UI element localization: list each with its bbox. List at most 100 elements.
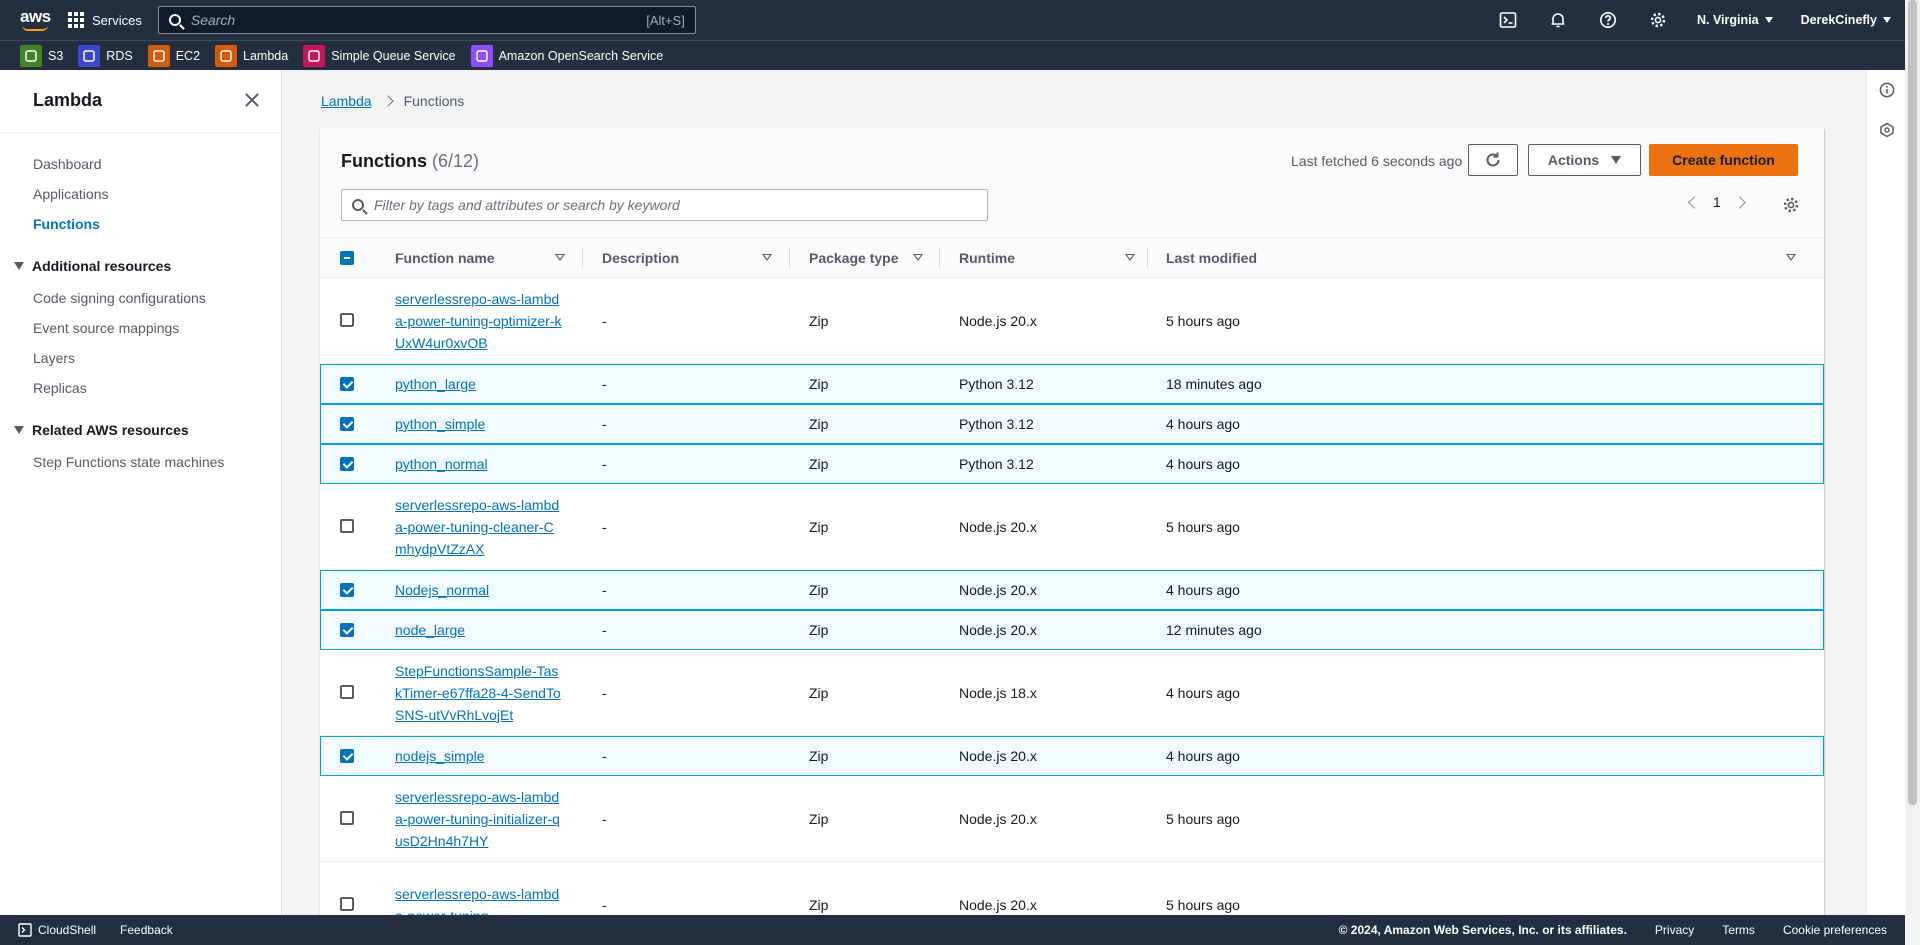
close-icon[interactable] [244, 92, 260, 108]
row-checkbox[interactable] [340, 377, 354, 391]
cloudshell-footer-button[interactable]: CloudShell [18, 923, 96, 937]
actions-dropdown-button[interactable]: Actions [1528, 144, 1641, 176]
filter-search[interactable] [341, 189, 988, 221]
table-preferences-icon[interactable] [1782, 196, 1800, 214]
privacy-link[interactable]: Privacy [1654, 923, 1695, 937]
favorite-s3[interactable]: S3 [20, 44, 63, 67]
sidenav-section-additional-resources[interactable]: Additional resources [14, 258, 171, 274]
sidenav-item-event-source-mappings[interactable]: Event source mappings [33, 320, 180, 336]
table-row[interactable]: StepFunctionsSample-TaskTimer-e67ffa28-4… [320, 650, 1824, 736]
row-checkbox[interactable] [340, 811, 354, 825]
sidenav-item-code-signing[interactable]: Code signing configurations [33, 290, 206, 306]
row-checkbox[interactable] [340, 313, 354, 327]
row-checkbox[interactable] [340, 417, 354, 431]
function-name-link[interactable]: node_large [395, 622, 466, 638]
row-checkbox[interactable] [340, 897, 354, 911]
row-checkbox[interactable] [340, 583, 354, 597]
sidenav-item-functions[interactable]: Functions [33, 216, 100, 232]
favorite-ec2[interactable]: EC2 [147, 44, 201, 67]
table-row[interactable]: serverlessrepo-aws-lambda-power-tuning- -… [320, 862, 1824, 915]
services-menu-button[interactable]: Services [68, 12, 142, 28]
column-header-package-type[interactable]: Package type [809, 238, 923, 278]
cookie-preferences-link[interactable]: Cookie preferences [1782, 923, 1887, 937]
help-button[interactable] [1583, 0, 1633, 40]
caret-down-icon [14, 426, 24, 434]
chevron-left-icon[interactable] [1688, 195, 1701, 209]
favorite-label: EC2 [175, 48, 201, 63]
runtime-cell: Node.js 20.x [959, 810, 1037, 827]
header-label: Function name [395, 250, 495, 266]
sort-icon [1125, 254, 1135, 261]
settings-button[interactable] [1633, 0, 1683, 40]
sidenav-item-dashboard[interactable]: Dashboard [33, 156, 102, 172]
scrollbar-thumb[interactable] [1908, 0, 1917, 805]
global-search[interactable]: [Alt+S] [157, 6, 696, 34]
favorite-amazon-opensearch-service[interactable]: Amazon OpenSearch Service [470, 44, 663, 67]
info-panel-button[interactable] [1867, 70, 1906, 110]
sidenav-item-applications[interactable]: Applications [33, 186, 109, 202]
package-type-cell: Zip [809, 622, 829, 638]
row-checkbox[interactable] [340, 457, 354, 471]
terms-link[interactable]: Terms [1722, 923, 1755, 937]
function-name-link[interactable]: StepFunctionsSample-TaskTimer-e67ffa28-4… [395, 662, 561, 723]
notifications-button[interactable] [1533, 0, 1583, 40]
column-header-runtime[interactable]: Runtime [959, 238, 1135, 278]
function-name-link[interactable]: serverlessrepo-aws-lambda-power-tuning-o… [395, 290, 562, 351]
table-row[interactable]: nodejs_simple - Zip Node.js 20.x 4 hours ago [320, 736, 1824, 776]
function-name-link[interactable]: python_simple [395, 416, 486, 432]
table-row[interactable]: serverlessrepo-aws-lambda-power-tuning-i… [320, 776, 1824, 862]
runtime-cell: Node.js 20.x [959, 622, 1037, 638]
pagination: 1 [1688, 194, 1746, 210]
panel-title: Functions (6/12) [341, 151, 479, 172]
column-header-last-modified[interactable]: Last modified [1166, 238, 1796, 278]
function-name-link[interactable]: Nodejs_normal [395, 582, 490, 598]
region-selector[interactable]: N. Virginia [1683, 13, 1787, 27]
chevron-right-icon[interactable] [1732, 195, 1746, 209]
feedback-link[interactable]: Feedback [120, 923, 173, 937]
row-checkbox[interactable] [340, 519, 354, 533]
page-number[interactable]: 1 [1713, 194, 1721, 210]
sidenav-section-related-resources[interactable]: Related AWS resources [14, 422, 189, 438]
terminal-icon [18, 923, 32, 937]
refresh-button[interactable] [1468, 144, 1518, 176]
breadcrumb-lambda-link[interactable]: Lambda [321, 93, 372, 109]
column-header-description[interactable]: Description [602, 238, 772, 278]
favorite-lambda[interactable]: Lambda [215, 44, 288, 67]
function-name-link[interactable]: python_large [395, 376, 476, 392]
resource-panel-button[interactable] [1867, 110, 1906, 150]
table-row[interactable]: Nodejs_normal - Zip Node.js 20.x 4 hours ago [320, 570, 1824, 610]
sidenav-item-layers[interactable]: Layers [33, 350, 76, 366]
sidenav-item-replicas[interactable]: Replicas [33, 380, 87, 396]
account-menu[interactable]: DerekCinefly [1787, 13, 1905, 27]
description-cell: - [602, 748, 607, 764]
create-function-button[interactable]: Create function [1649, 144, 1798, 176]
sidenav-item-step-functions[interactable]: Step Functions state machines [33, 454, 225, 470]
favorite-rds[interactable]: RDS [78, 44, 133, 67]
aws-logo[interactable]: aws [18, 5, 52, 35]
favorite-simple-queue-service[interactable]: Simple Queue Service [303, 44, 456, 67]
section-label: Related AWS resources [32, 422, 189, 438]
function-name-link[interactable]: serverlessrepo-aws-lambda-power-tuning- [395, 885, 560, 916]
terminal-icon [1499, 12, 1517, 28]
row-checkbox[interactable] [340, 749, 354, 763]
table-row[interactable]: python_normal - Zip Python 3.12 4 hours ago [320, 444, 1824, 484]
column-header-function-name[interactable]: Function name [395, 238, 565, 278]
global-search-input[interactable] [190, 12, 647, 28]
table-row[interactable]: node_large - Zip Node.js 20.x 12 minutes ago [320, 610, 1824, 650]
runtime-cell: Node.js 20.x [959, 582, 1037, 598]
function-name-link[interactable]: python_normal [395, 456, 488, 472]
cloudshell-nav-button[interactable] [1483, 0, 1533, 40]
table-row[interactable]: serverlessrepo-aws-lambda-power-tuning-o… [320, 278, 1824, 364]
function-name-link[interactable]: serverlessrepo-aws-lambda-power-tuning-i… [395, 788, 560, 849]
table-row[interactable]: python_large - Zip Python 3.12 18 minutes ag… [320, 364, 1824, 404]
row-checkbox[interactable] [340, 685, 354, 699]
select-all-checkbox[interactable] [340, 251, 354, 265]
sort-icon [555, 254, 565, 261]
row-checkbox[interactable] [340, 623, 354, 637]
function-name-link[interactable]: serverlessrepo-aws-lambda-power-tuning-c… [395, 496, 560, 557]
table-row[interactable]: python_simple - Zip Python 3.12 4 hours ago [320, 404, 1824, 444]
table-row[interactable]: serverlessrepo-aws-lambda-power-tuning-c… [320, 484, 1824, 570]
filter-input[interactable] [374, 197, 977, 213]
page-scrollbar[interactable] [1905, 0, 1920, 915]
function-name-link[interactable]: nodejs_simple [395, 748, 485, 764]
